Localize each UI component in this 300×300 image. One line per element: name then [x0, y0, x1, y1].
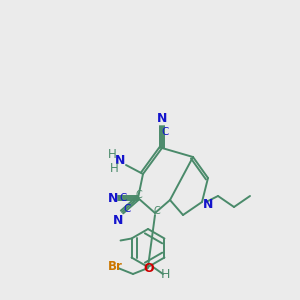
Text: O: O	[144, 262, 154, 275]
Text: N: N	[113, 214, 123, 226]
Text: C: C	[123, 204, 131, 214]
Text: N: N	[115, 154, 125, 167]
Text: N: N	[157, 112, 167, 125]
Text: N: N	[203, 197, 213, 211]
Text: C: C	[119, 193, 127, 203]
Text: H: H	[160, 268, 170, 281]
Text: C: C	[161, 127, 169, 137]
Text: C: C	[154, 206, 160, 216]
Text: C: C	[136, 190, 142, 200]
Text: Br: Br	[108, 260, 122, 272]
Text: N: N	[108, 191, 118, 205]
Text: H: H	[108, 148, 116, 161]
Text: H: H	[110, 161, 118, 175]
